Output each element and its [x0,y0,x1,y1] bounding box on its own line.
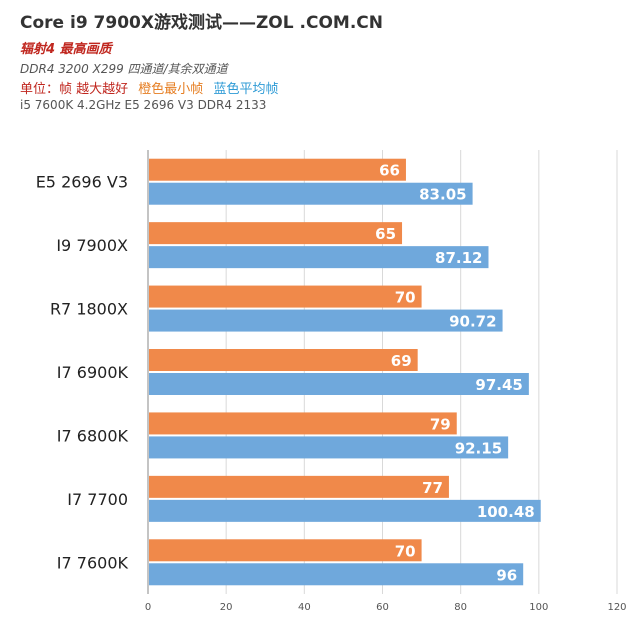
legend-min-fps: 橙色最小帧 [138,82,204,97]
min-fps-bar [149,285,422,308]
min-fps-bar [149,539,422,562]
category-label: I9 7900X [56,236,128,255]
x-tick-label: 0 [145,602,151,613]
avg-fps-data-label: 90.72 [449,313,496,331]
legend-avg-fps: 蓝色平均帧 [213,82,279,97]
min-fps-data-label: 77 [422,479,443,497]
category-label: I7 6900K [57,363,129,382]
min-fps-data-label: 70 [395,289,416,307]
chart-subtitle: 辐射4 最高画质 [20,42,112,57]
category-label: I7 7600K [57,553,129,572]
reference-note: i5 7600K 4.2GHz E5 2696 V3 DDR4 2133 [20,98,267,112]
category-label: R7 1800X [50,300,128,319]
avg-fps-bar [149,246,489,269]
min-fps-bar [149,475,449,498]
min-fps-data-label: 66 [379,162,400,180]
min-fps-bar [149,349,418,371]
category-label: I7 7700 [67,490,128,509]
x-tick-label: 20 [220,602,233,613]
min-fps-data-label: 79 [430,415,451,433]
legend-line: 单位：帧 越大越好 橙色最小帧 蓝色平均帧 [20,78,278,97]
avg-fps-data-label: 96 [496,566,517,584]
min-fps-bar [149,412,457,435]
avg-fps-bar [149,436,509,459]
chart-title: Core i9 7900X游戏测试——ZOL .COM.CN [20,13,383,33]
avg-fps-bar [149,309,503,332]
avg-fps-data-label: 83.05 [419,186,466,204]
min-fps-data-label: 70 [395,542,416,560]
min-fps-data-label: 69 [391,352,412,370]
category-label: I7 6800K [57,426,129,445]
x-tick-label: 60 [376,602,389,613]
x-tick-label: 80 [454,602,467,613]
unit-label: 单位：帧 越大越好 [20,82,129,97]
min-fps-data-label: 65 [375,225,396,243]
avg-fps-data-label: 100.48 [477,503,535,521]
avg-fps-bar [149,373,529,395]
x-tick-label: 120 [607,602,626,613]
category-label: E5 2696 V3 [36,173,128,192]
test-config-note: DDR4 3200 X299 四通道/其余双通道 [20,62,228,76]
avg-fps-bar [149,499,541,522]
avg-fps-data-label: 97.45 [475,376,522,394]
min-fps-bar [149,158,406,181]
avg-fps-data-label: 92.15 [455,439,502,457]
x-tick-label: 40 [298,602,311,613]
avg-fps-bar [149,182,473,205]
avg-fps-bar [149,563,524,586]
avg-fps-data-label: 87.12 [435,249,482,267]
x-tick-label: 100 [529,602,548,613]
min-fps-bar [149,222,403,245]
